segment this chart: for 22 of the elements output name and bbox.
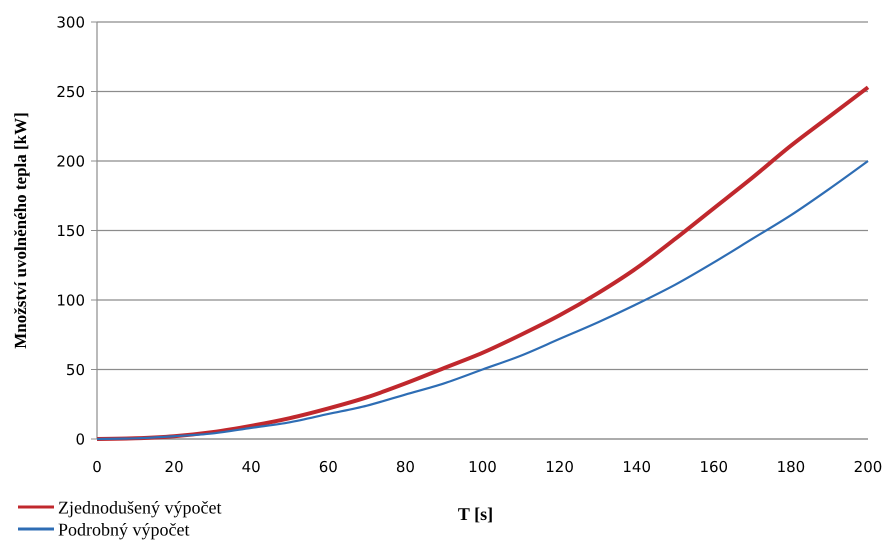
y-tick-label: 200 (56, 152, 85, 170)
x-tick-label: 180 (776, 458, 806, 476)
y-tick-label: 150 (56, 222, 85, 240)
y-axis-title: Množství uvolněného tepla [kW] (11, 112, 30, 349)
x-axis-title: T [s] (458, 504, 494, 524)
x-tick-label: 40 (242, 458, 261, 476)
legend-label: Podrobný výpočet (58, 519, 190, 540)
y-tick-label: 250 (56, 82, 85, 101)
x-tick-label: 100 (468, 458, 497, 476)
x-tick-label: 20 (164, 458, 184, 476)
x-tick-label: 60 (318, 458, 338, 476)
x-tick-label: 80 (396, 458, 415, 476)
y-tick-label: 100 (56, 291, 85, 310)
x-tick-label: 120 (545, 458, 574, 476)
x-tick-label: 200 (854, 458, 882, 476)
x-tick-label: 0 (92, 458, 102, 476)
y-tick-label: 0 (75, 430, 85, 448)
y-tick-label: 50 (66, 360, 85, 379)
x-tick-label: 140 (622, 458, 652, 476)
x-tick-label: 160 (699, 458, 728, 476)
legend-label: Zjednodušený výpočet (58, 497, 222, 518)
y-tick-label: 300 (56, 13, 85, 32)
